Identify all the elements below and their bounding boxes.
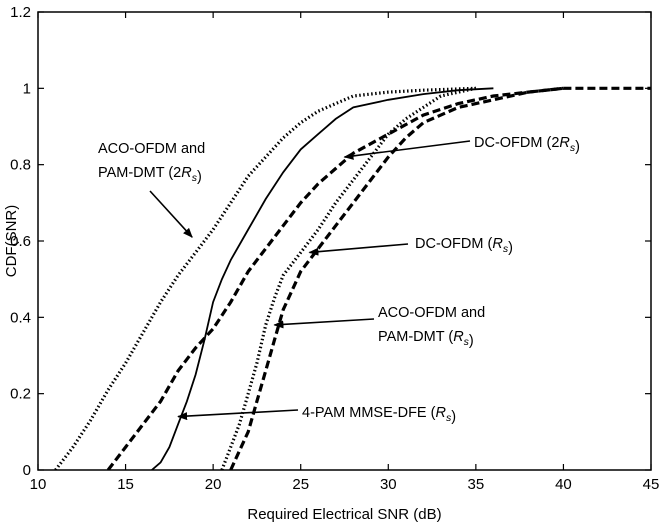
annotation-1-line-1: ACO-OFDM and (98, 141, 205, 157)
y-tick-label: 0.2 (10, 386, 31, 403)
y-tick-label: 0.8 (10, 157, 31, 174)
x-tick-label: 20 (205, 476, 222, 493)
annotation-arrow-3 (309, 244, 408, 252)
y-tick-label: 1 (23, 80, 31, 97)
annotation-arrow-4 (274, 319, 374, 325)
plot-frame (38, 12, 651, 470)
x-tick-label: 45 (643, 476, 660, 493)
y-tick-label: 0 (23, 462, 31, 479)
x-tick-label: 25 (292, 476, 309, 493)
x-tick-label: 10 (30, 476, 47, 493)
annotation-2-line-1: DC-OFDM (2Rs) (474, 135, 580, 155)
annotation-1-line-2: PAM-DMT (2Rs) (98, 165, 202, 185)
annotation-arrow-5 (178, 410, 298, 417)
x-tick-label: 15 (117, 476, 134, 493)
annotation-3-line-1: DC-OFDM (Rs) (415, 236, 513, 256)
y-tick-label: 0.4 (10, 309, 31, 326)
x-tick-label: 35 (468, 476, 485, 493)
annotation-4-line-2: PAM-DMT (Rs) (378, 329, 474, 349)
annotation-5-line-1: 4-PAM MMSE-DFE (Rs) (302, 405, 456, 425)
x-tick-label: 40 (555, 476, 572, 493)
annotation-4-line-1: ACO-OFDM and (378, 305, 485, 321)
annotation-arrow-1 (150, 191, 192, 237)
y-axis-label: CDF(SNR) (3, 205, 20, 278)
x-tick-label: 30 (380, 476, 397, 493)
y-tick-label: 1.2 (10, 4, 31, 21)
x-axis-label: Required Electrical SNR (dB) (247, 506, 441, 523)
